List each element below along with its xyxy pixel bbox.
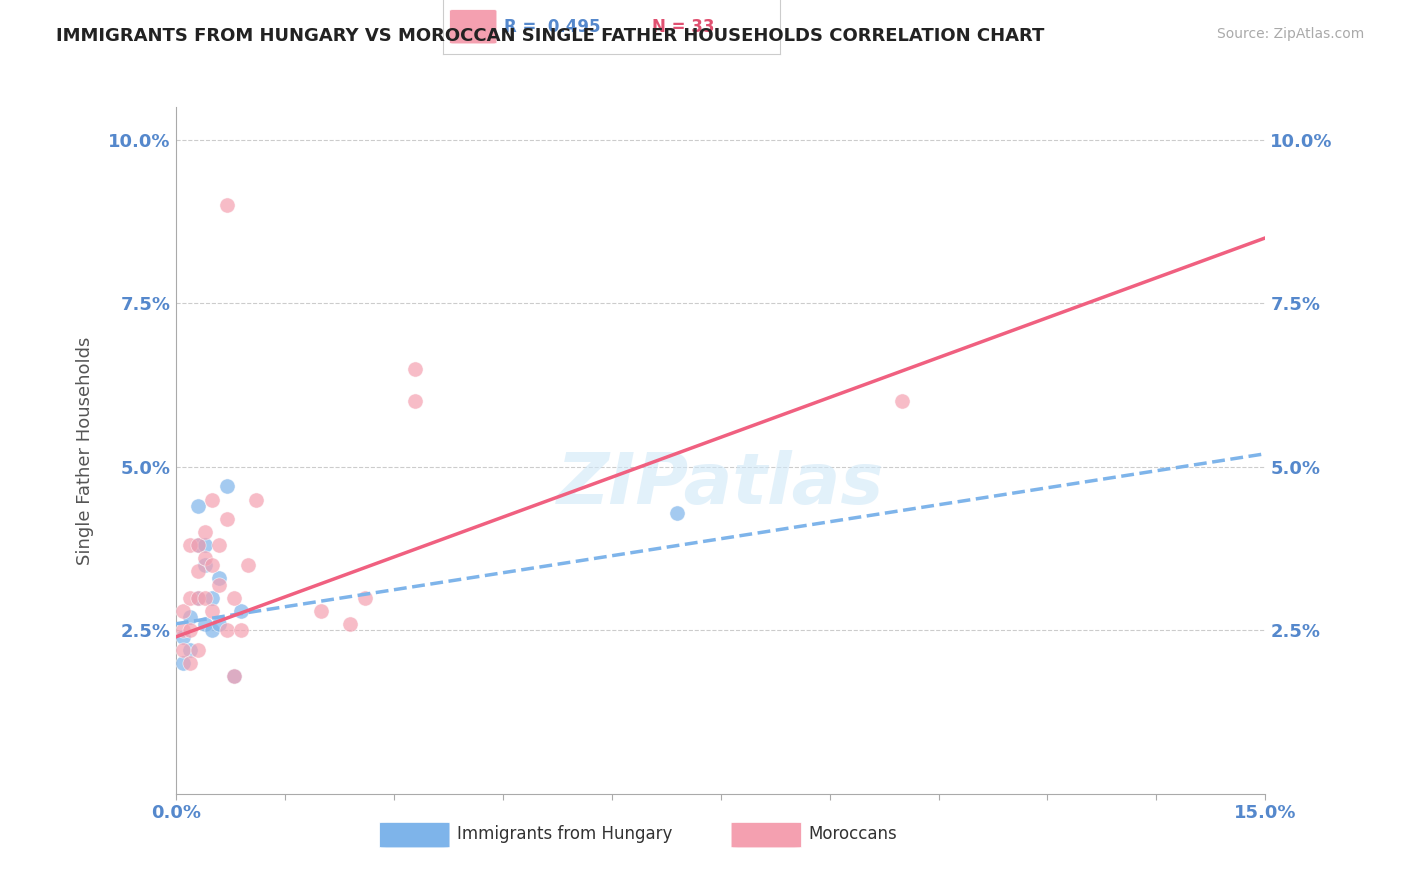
Point xyxy=(194,525,217,540)
Text: Immigrants from Hungary: Immigrants from Hungary xyxy=(457,825,672,843)
Point xyxy=(201,558,224,572)
Point xyxy=(405,361,427,376)
Point xyxy=(208,571,231,585)
Point xyxy=(179,624,201,638)
Point xyxy=(353,591,375,605)
Point xyxy=(208,538,231,552)
Point xyxy=(231,624,253,638)
Point xyxy=(186,538,209,552)
Point xyxy=(179,591,201,605)
Point xyxy=(186,591,209,605)
Text: Source: ZipAtlas.com: Source: ZipAtlas.com xyxy=(1216,27,1364,41)
Point xyxy=(339,616,361,631)
Point xyxy=(186,565,209,579)
Point xyxy=(172,624,194,638)
Text: N = 33: N = 33 xyxy=(652,18,714,36)
Point xyxy=(186,499,209,513)
FancyBboxPatch shape xyxy=(450,10,496,44)
Point xyxy=(309,604,332,618)
Point xyxy=(194,591,217,605)
Point xyxy=(666,506,689,520)
Point xyxy=(194,616,217,631)
Point xyxy=(201,492,224,507)
Point xyxy=(186,591,209,605)
Text: Moroccans: Moroccans xyxy=(808,825,897,843)
Point xyxy=(179,538,201,552)
FancyBboxPatch shape xyxy=(731,822,801,847)
Point xyxy=(245,492,267,507)
Point xyxy=(172,656,194,670)
Point xyxy=(194,538,217,552)
Point xyxy=(186,643,209,657)
Point xyxy=(179,643,201,657)
Point xyxy=(201,624,224,638)
Point xyxy=(222,669,245,683)
Point xyxy=(208,577,231,591)
Point xyxy=(222,591,245,605)
Y-axis label: Single Father Households: Single Father Households xyxy=(76,336,94,565)
Text: IMMIGRANTS FROM HUNGARY VS MOROCCAN SINGLE FATHER HOUSEHOLDS CORRELATION CHART: IMMIGRANTS FROM HUNGARY VS MOROCCAN SING… xyxy=(56,27,1045,45)
Point xyxy=(231,604,253,618)
Text: ZIPatlas: ZIPatlas xyxy=(557,450,884,519)
Point xyxy=(891,394,914,409)
Point xyxy=(222,669,245,683)
Point xyxy=(215,198,238,212)
Point xyxy=(179,610,201,624)
Point xyxy=(238,558,260,572)
Point xyxy=(194,558,217,572)
Point xyxy=(172,630,194,644)
Point xyxy=(208,616,231,631)
Point xyxy=(215,624,238,638)
Point xyxy=(215,512,238,526)
Point xyxy=(201,604,224,618)
Point xyxy=(215,479,238,493)
Point xyxy=(179,656,201,670)
Point xyxy=(172,604,194,618)
Point xyxy=(201,591,224,605)
FancyBboxPatch shape xyxy=(380,822,450,847)
Point xyxy=(172,643,194,657)
Point xyxy=(405,394,427,409)
Text: R =  0.495: R = 0.495 xyxy=(503,18,600,36)
Point xyxy=(186,538,209,552)
Point xyxy=(194,551,217,566)
